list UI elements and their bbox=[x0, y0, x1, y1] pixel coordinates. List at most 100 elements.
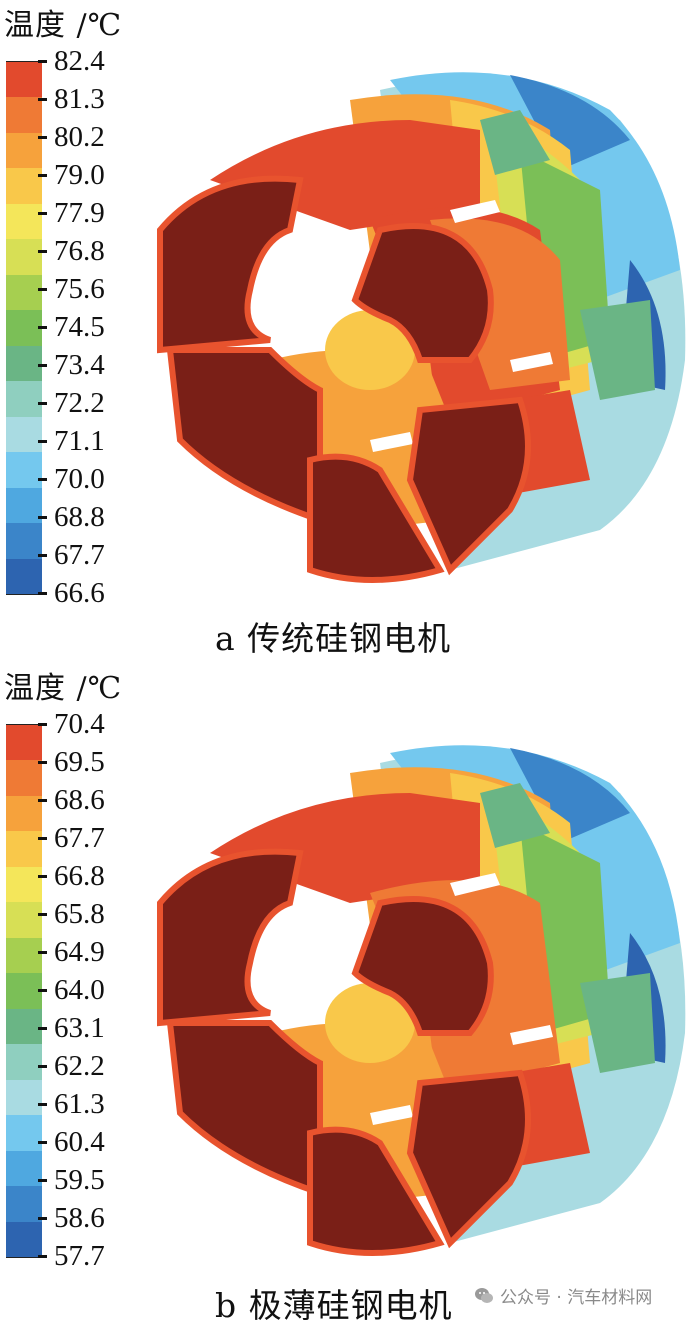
colorbar-segment bbox=[6, 62, 42, 98]
colorbar-tick-mark bbox=[38, 478, 47, 481]
temperature-colorbar bbox=[6, 724, 42, 1258]
colorbar-tick-label: 69.5 bbox=[54, 746, 105, 778]
colorbar-segment bbox=[6, 1079, 42, 1116]
colorbar-segment bbox=[6, 1008, 42, 1045]
colorbar-segment bbox=[6, 1221, 42, 1258]
colorbar-tick-mark bbox=[38, 1179, 47, 1182]
colorbar-segment bbox=[6, 416, 42, 453]
colorbar-tick-label: 66.8 bbox=[54, 860, 105, 892]
figure-caption: a 传统硅钢电机 bbox=[215, 619, 452, 658]
colorbar-segment bbox=[6, 1150, 42, 1187]
colorbar-tick-mark bbox=[38, 799, 47, 802]
colorbar-tick-mark bbox=[38, 136, 47, 139]
colorbar-tick-label: 79.0 bbox=[54, 159, 105, 191]
panel-traditional-motor: 温度 /℃ 82.4 81.3 80.2 79.0 77.9 76.8 75.6 74.5 73… bbox=[0, 0, 691, 662]
colorbar-tick-label: 82.4 bbox=[54, 45, 105, 77]
colorbar-segment bbox=[6, 725, 42, 761]
colorbar-segment bbox=[6, 452, 42, 489]
temperature-colorbar bbox=[6, 61, 42, 595]
colorbar-tick-mark bbox=[38, 174, 47, 177]
colorbar-segment bbox=[6, 795, 42, 832]
colorbar-tick-mark bbox=[38, 554, 47, 557]
colorbar-tick-label: 61.3 bbox=[54, 1088, 105, 1120]
colorbar-tick-mark bbox=[38, 989, 47, 992]
colorbar-tick-label: 62.2 bbox=[54, 1050, 105, 1082]
colorbar-segment bbox=[6, 1186, 42, 1223]
colorbar-tick-mark bbox=[38, 837, 47, 840]
colorbar-tick-mark bbox=[38, 1255, 47, 1258]
colorbar-segment bbox=[6, 760, 42, 797]
colorbar-tick-label: 70.4 bbox=[54, 708, 105, 740]
colorbar-segment bbox=[6, 381, 42, 418]
colorbar-segment bbox=[6, 973, 42, 1010]
colorbar-tick-label: 80.2 bbox=[54, 121, 105, 153]
colorbar-segment bbox=[6, 203, 42, 240]
colorbar-tick-label: 64.0 bbox=[54, 974, 105, 1006]
colorbar-tick-mark bbox=[38, 98, 47, 101]
colorbar-tick-mark bbox=[38, 60, 47, 63]
motor-temperature-render bbox=[157, 745, 686, 1256]
panel-ultrathin-motor: 温度 /℃ 70.4 69.5 68.6 67.7 66.8 65.8 64.9 64.0 63… bbox=[0, 663, 691, 1325]
colorbar-tick-mark bbox=[38, 951, 47, 954]
colorbar-tick-label: 68.6 bbox=[54, 784, 105, 816]
colorbar-tick-label: 70.0 bbox=[54, 463, 105, 495]
colorbar-tick-label: 81.3 bbox=[54, 83, 105, 115]
figure-caption: b 极薄硅钢电机 bbox=[215, 1286, 453, 1325]
colorbar-tick-label: 66.6 bbox=[54, 577, 105, 609]
motor-temperature-render bbox=[157, 72, 686, 583]
colorbar-segment bbox=[6, 132, 42, 169]
colorbar-tick-mark bbox=[38, 913, 47, 916]
wechat-icon bbox=[475, 1287, 493, 1303]
colorbar-tick-mark bbox=[38, 440, 47, 443]
colorbar-tick-label: 75.6 bbox=[54, 273, 105, 305]
colorbar-segment bbox=[6, 274, 42, 311]
colorbar-segment bbox=[6, 310, 42, 347]
colorbar-segment bbox=[6, 239, 42, 276]
colorbar-tick-label: 59.5 bbox=[54, 1164, 105, 1196]
colorbar-segment bbox=[6, 1115, 42, 1152]
colorbar-tick-label: 73.4 bbox=[54, 349, 105, 381]
colorbar-segment bbox=[6, 97, 42, 134]
colorbar-tick-mark bbox=[38, 1141, 47, 1144]
colorbar-segment bbox=[6, 487, 42, 524]
colorbar-segment bbox=[6, 866, 42, 903]
colorbar-tick-mark bbox=[38, 761, 47, 764]
colorbar-tick-label: 63.1 bbox=[54, 1012, 105, 1044]
colorbar-segment bbox=[6, 523, 42, 560]
colorbar-segment bbox=[6, 902, 42, 939]
colorbar-tick-label: 76.8 bbox=[54, 235, 105, 267]
colorbar-tick-mark bbox=[38, 1065, 47, 1068]
colorbar-tick-label: 67.7 bbox=[54, 539, 105, 571]
colorbar-tick-mark bbox=[38, 723, 47, 726]
colorbar-tick-label: 67.7 bbox=[54, 822, 105, 854]
legend-title: 温度 /℃ bbox=[4, 671, 123, 706]
colorbar-tick-mark bbox=[38, 1027, 47, 1030]
colorbar-segment bbox=[6, 831, 42, 868]
colorbar-tick-label: 60.4 bbox=[54, 1126, 105, 1158]
colorbar-tick-label: 68.8 bbox=[54, 501, 105, 533]
colorbar-tick-mark bbox=[38, 516, 47, 519]
watermark-text: 公众号 · 汽车材料网 bbox=[500, 1288, 653, 1308]
watermark: 公众号 · 汽车材料网 bbox=[474, 1283, 652, 1308]
colorbar-tick-mark bbox=[38, 592, 47, 595]
colorbar-tick-label: 65.8 bbox=[54, 898, 105, 930]
legend-title: 温度 /℃ bbox=[4, 8, 123, 43]
colorbar-tick-mark bbox=[38, 288, 47, 291]
colorbar-tick-mark bbox=[38, 1217, 47, 1220]
colorbar-tick-mark bbox=[38, 875, 47, 878]
colorbar-tick-label: 64.9 bbox=[54, 936, 105, 968]
colorbar-segment bbox=[6, 168, 42, 205]
colorbar-tick-mark bbox=[38, 250, 47, 253]
colorbar-tick-mark bbox=[38, 364, 47, 367]
colorbar-tick-mark bbox=[38, 402, 47, 405]
colorbar-tick-mark bbox=[38, 1103, 47, 1106]
colorbar-segment bbox=[6, 558, 42, 595]
colorbar-tick-label: 71.1 bbox=[54, 425, 105, 457]
colorbar-tick-label: 72.2 bbox=[54, 387, 105, 419]
colorbar-tick-label: 77.9 bbox=[54, 197, 105, 229]
colorbar-tick-label: 74.5 bbox=[54, 311, 105, 343]
colorbar-tick-mark bbox=[38, 326, 47, 329]
colorbar-segment bbox=[6, 345, 42, 382]
colorbar-tick-label: 57.7 bbox=[54, 1240, 105, 1272]
colorbar-tick-mark bbox=[38, 212, 47, 215]
